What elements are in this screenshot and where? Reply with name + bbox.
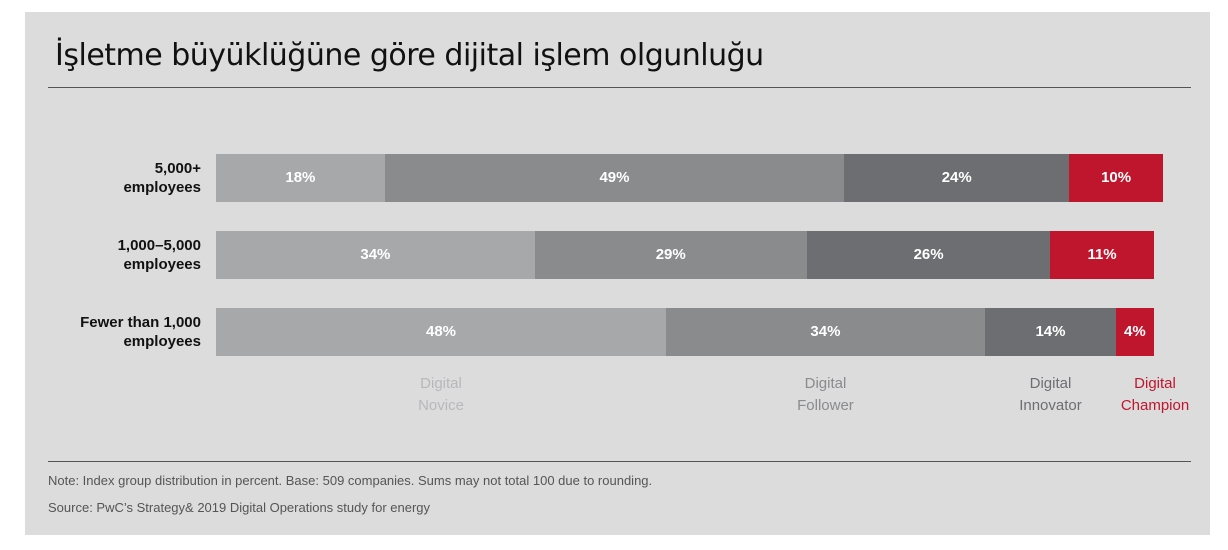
bar-segment xyxy=(844,154,1070,202)
bar-segment xyxy=(984,308,1117,356)
value-label: 4% xyxy=(1124,323,1146,340)
value-label: 34% xyxy=(810,323,841,340)
divider xyxy=(48,87,1191,88)
value-label: 48% xyxy=(426,323,457,340)
category-label: Fewer than 1,000 employees xyxy=(80,314,201,350)
panel: İşletme büyüklüğüne göre dijital işlem o… xyxy=(25,12,1210,535)
value-label: 34% xyxy=(360,246,391,263)
value-label: 18% xyxy=(285,169,316,186)
bar-segment xyxy=(806,231,1051,279)
bar-segment xyxy=(1116,308,1154,356)
value-label: 49% xyxy=(599,169,630,186)
source: Source: PwC’s Strategy& 2019 Digital Ope… xyxy=(48,500,431,515)
bar-segment xyxy=(534,231,807,279)
legend-entry: Digital Novice xyxy=(418,375,464,414)
chart-title: İşletme büyüklüğüne göre dijital işlem o… xyxy=(55,38,764,73)
bar-segment xyxy=(216,231,535,279)
value-label: 24% xyxy=(941,169,972,186)
note: Note: Index group distribution in percen… xyxy=(48,473,653,488)
bar-segment xyxy=(384,154,845,202)
divider xyxy=(48,461,1191,462)
value-label: 14% xyxy=(1035,323,1066,340)
bar-segment xyxy=(216,154,385,202)
value-label: 29% xyxy=(655,246,686,263)
bar-segment xyxy=(666,308,985,356)
value-label: 26% xyxy=(913,246,944,263)
bar-segment xyxy=(1050,231,1154,279)
category-label: 5,000+ employees xyxy=(123,160,201,196)
value-label: 11% xyxy=(1087,246,1117,263)
bar-segment xyxy=(1069,154,1163,202)
legend-entry: Digital Innovator xyxy=(1019,375,1082,414)
bar-segment xyxy=(216,308,667,356)
category-label: 1,000–5,000 employees xyxy=(117,237,201,273)
legend-entry: Digital Follower xyxy=(797,375,854,414)
legend-entry: Digital Champion xyxy=(1120,375,1190,414)
value-label: 10% xyxy=(1101,169,1132,186)
